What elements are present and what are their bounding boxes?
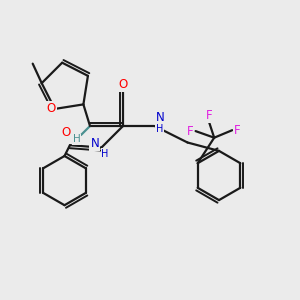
Text: F: F <box>206 109 212 122</box>
Text: N: N <box>155 111 164 124</box>
Text: F: F <box>187 124 194 138</box>
Text: H: H <box>156 124 164 134</box>
Text: N: N <box>90 136 99 150</box>
Text: H: H <box>101 149 109 159</box>
Text: H: H <box>73 134 80 145</box>
Text: F: F <box>234 124 241 137</box>
Text: O: O <box>118 78 127 92</box>
Text: O: O <box>46 102 56 116</box>
Text: O: O <box>62 126 71 139</box>
